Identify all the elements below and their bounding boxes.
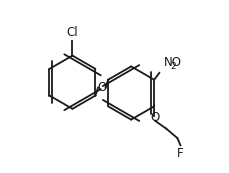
Text: F: F <box>177 147 184 160</box>
Text: O: O <box>97 81 106 94</box>
Text: O: O <box>150 111 160 124</box>
Text: NO: NO <box>164 56 182 69</box>
Text: Cl: Cl <box>67 26 78 39</box>
Text: 2: 2 <box>171 62 176 71</box>
